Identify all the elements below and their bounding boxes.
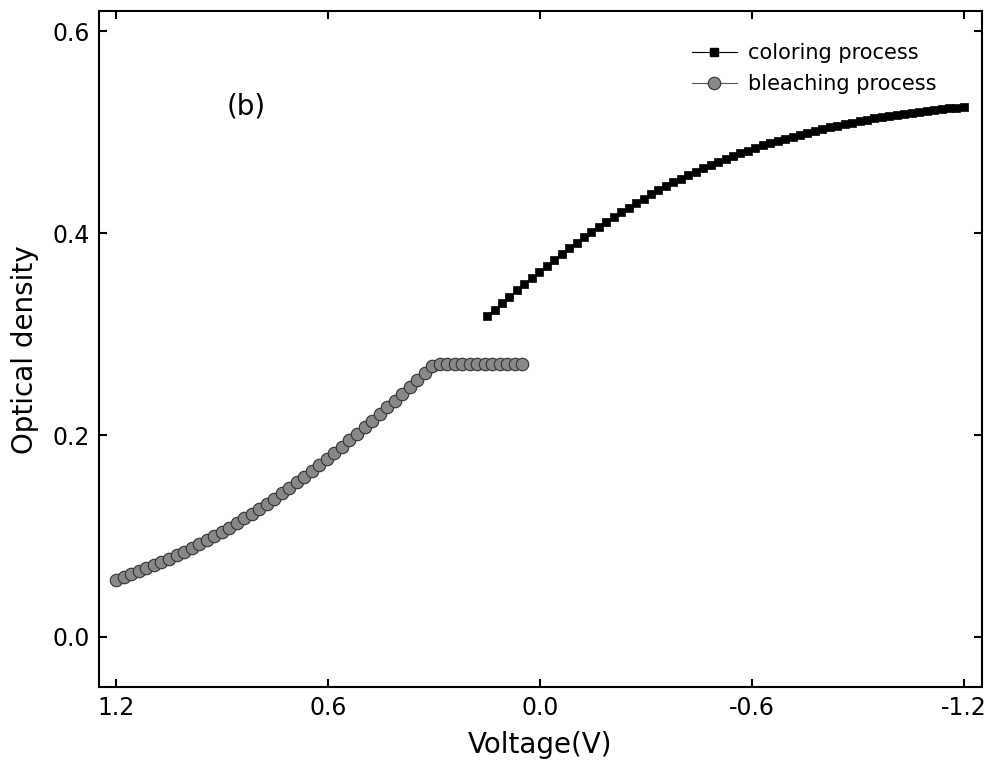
bleaching process: [509, 360, 521, 369]
bleaching process: [261, 499, 273, 508]
coloring process: [593, 223, 605, 232]
coloring process: [958, 102, 970, 112]
coloring process: [727, 152, 739, 161]
bleaching process: [516, 360, 528, 369]
Line: coloring process: coloring process: [483, 102, 968, 320]
coloring process: [891, 110, 903, 119]
coloring process: [623, 203, 635, 213]
Text: (b): (b): [227, 92, 266, 120]
Y-axis label: Optical density: Optical density: [11, 245, 39, 454]
coloring process: [682, 170, 694, 179]
bleaching process: [155, 557, 167, 567]
coloring process: [481, 312, 493, 321]
Line: bleaching process: bleaching process: [110, 358, 529, 586]
X-axis label: Voltage(V): Voltage(V): [468, 731, 612, 759]
bleaching process: [186, 544, 198, 553]
bleaching process: [434, 360, 446, 369]
bleaching process: [110, 575, 122, 584]
coloring process: [943, 104, 955, 113]
bleaching process: [479, 360, 491, 369]
bleaching process: [208, 531, 220, 541]
Legend: coloring process, bleaching process: coloring process, bleaching process: [683, 35, 945, 102]
